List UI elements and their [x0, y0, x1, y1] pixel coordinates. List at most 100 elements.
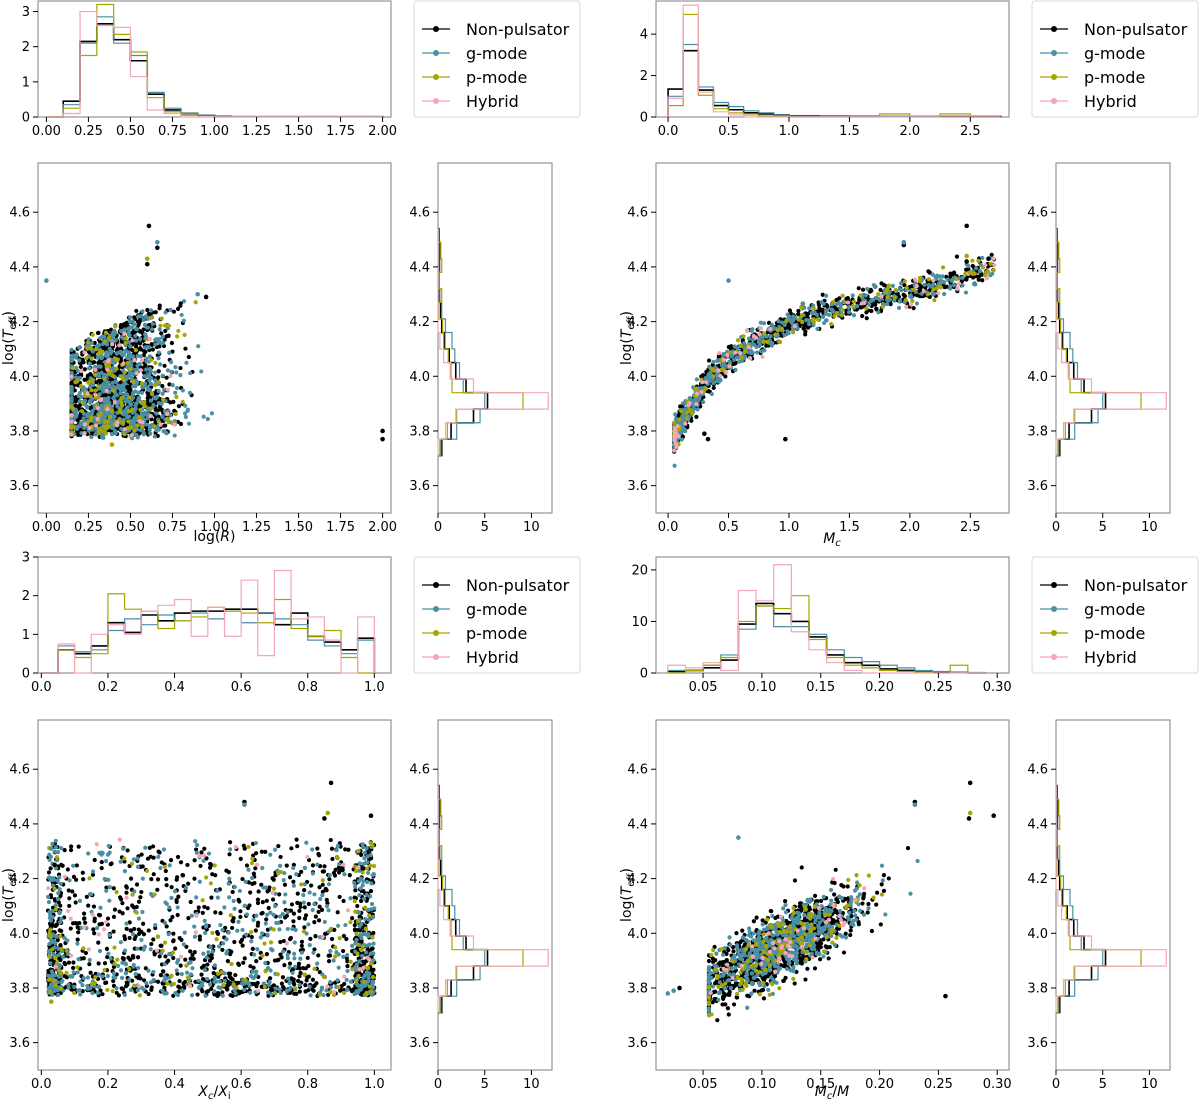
- data-point: [782, 333, 787, 338]
- data-point: [184, 360, 189, 365]
- data-point: [761, 321, 767, 326]
- data-point: [87, 379, 92, 384]
- data-point: [903, 298, 908, 303]
- data-point: [114, 351, 119, 356]
- data-point: [124, 890, 129, 895]
- data-point: [150, 347, 156, 352]
- data-point: [152, 434, 157, 439]
- data-point: [948, 284, 953, 289]
- data-point: [183, 957, 188, 962]
- data-point: [127, 935, 132, 941]
- data-point: [180, 388, 185, 393]
- data-point: [851, 313, 857, 318]
- data-point: [111, 388, 116, 393]
- data-point: [99, 370, 104, 375]
- top-hist-ytick-label: 3: [22, 551, 30, 566]
- data-point: [288, 935, 293, 941]
- data-point: [984, 276, 990, 281]
- data-point: [156, 369, 161, 374]
- scatter-xtick-label: 0.00: [32, 520, 61, 535]
- data-point: [294, 991, 299, 997]
- data-point: [266, 905, 271, 911]
- data-point: [93, 367, 98, 373]
- data-point: [97, 359, 102, 364]
- data-point: [707, 378, 713, 383]
- scatter-xtick-label: 0.5: [718, 520, 739, 535]
- data-point: [75, 426, 80, 431]
- data-point: [749, 349, 754, 354]
- data-point: [92, 931, 97, 936]
- data-point: [183, 346, 188, 351]
- data-point: [128, 987, 134, 993]
- data-point: [120, 324, 125, 329]
- data-point: [191, 956, 196, 962]
- data-point: [897, 298, 903, 303]
- scatter-xtick-label: 2.0: [900, 520, 921, 535]
- data-point: [145, 325, 150, 330]
- outlier-point: [901, 240, 907, 245]
- data-point: [815, 317, 820, 322]
- data-point: [731, 357, 737, 362]
- data-point: [80, 357, 85, 362]
- data-point: [269, 987, 275, 992]
- scatter-xtick-label: 1.00: [200, 520, 229, 535]
- data-point: [173, 946, 178, 951]
- data-point: [777, 339, 783, 345]
- data-point: [122, 388, 128, 393]
- data-point: [153, 360, 158, 365]
- data-point: [92, 916, 97, 921]
- data-point: [137, 341, 143, 346]
- data-point: [146, 928, 151, 933]
- data-point: [284, 863, 289, 868]
- data-point: [209, 955, 214, 961]
- data-point: [133, 326, 139, 332]
- data-point: [122, 327, 128, 332]
- data-point: [148, 406, 153, 411]
- data-point: [178, 303, 183, 308]
- data-point: [163, 310, 168, 315]
- data-point: [959, 279, 964, 284]
- scatter-frame-Mc: [655, 162, 1010, 514]
- data-point: [672, 448, 677, 453]
- data-point: [313, 914, 318, 919]
- data-point: [303, 913, 309, 918]
- data-point: [846, 305, 851, 310]
- data-point: [138, 427, 144, 433]
- data-point: [77, 345, 82, 350]
- data-point: [711, 359, 716, 365]
- data-point: [727, 364, 732, 369]
- data-point: [232, 906, 237, 911]
- data-point: [176, 404, 181, 409]
- data-point: [936, 291, 941, 296]
- data-point: [156, 401, 161, 406]
- data-point: [886, 283, 891, 288]
- data-point: [137, 361, 142, 366]
- data-point: [738, 351, 743, 356]
- data-point: [195, 992, 200, 997]
- top-hist-series-hybrid-Mc: [667, 4, 1001, 118]
- data-point: [249, 934, 254, 940]
- data-point: [237, 990, 242, 996]
- x-axis-label-logR: log(R): [193, 529, 235, 545]
- data-point: [264, 952, 269, 957]
- data-point: [181, 318, 186, 323]
- data-point: [863, 293, 869, 298]
- data-point: [171, 931, 176, 936]
- data-point: [156, 388, 161, 394]
- data-point: [87, 361, 92, 366]
- scatter-XcXi: 3.63.84.04.24.44.60.0 0.2 0.4 0.6 0.8 1.0: [9, 763, 384, 1092]
- data-point: [346, 847, 351, 852]
- data-point: [679, 437, 684, 442]
- scatter-xtick-label: 2.5: [960, 520, 981, 535]
- data-point: [174, 394, 179, 400]
- data-point: [957, 281, 962, 286]
- data-point: [859, 301, 864, 306]
- data-point: [278, 939, 283, 945]
- data-point: [118, 940, 123, 945]
- data-point: [180, 873, 185, 878]
- data-point: [88, 371, 93, 377]
- data-point: [86, 903, 91, 908]
- data-point: [113, 379, 119, 385]
- top-hist-xtick-label: 0.75: [158, 124, 187, 139]
